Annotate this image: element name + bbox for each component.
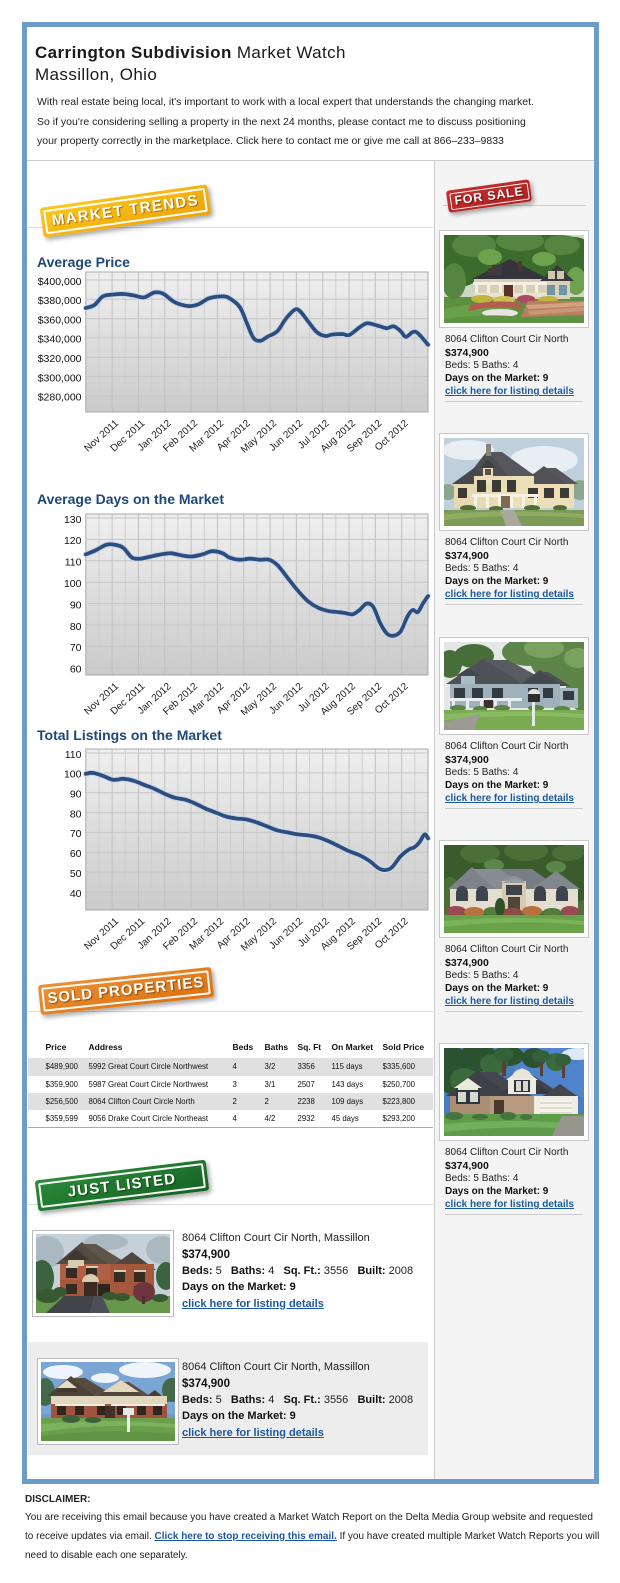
svg-text:$400,000: $400,000 <box>38 276 82 288</box>
svg-text:$360,000: $360,000 <box>38 314 82 326</box>
svg-text:60: 60 <box>70 848 82 860</box>
svg-text:130: 130 <box>64 514 82 526</box>
svg-text:100: 100 <box>64 578 82 590</box>
svg-text:$380,000: $380,000 <box>38 295 82 307</box>
svg-text:90: 90 <box>70 599 82 611</box>
svg-text:100: 100 <box>64 769 82 781</box>
svg-text:$340,000: $340,000 <box>38 334 82 346</box>
svg-text:80: 80 <box>70 808 82 820</box>
svg-text:50: 50 <box>70 868 82 880</box>
svg-text:70: 70 <box>70 828 82 840</box>
svg-text:40: 40 <box>70 888 82 900</box>
svg-text:60: 60 <box>70 664 82 676</box>
svg-text:110: 110 <box>65 557 82 569</box>
svg-text:120: 120 <box>64 535 82 547</box>
svg-text:90: 90 <box>70 789 82 801</box>
svg-text:80: 80 <box>70 621 82 633</box>
svg-text:$300,000: $300,000 <box>38 372 82 384</box>
svg-text:$280,000: $280,000 <box>38 392 82 404</box>
svg-text:$320,000: $320,000 <box>38 353 82 365</box>
svg-text:110: 110 <box>65 749 82 761</box>
svg-text:70: 70 <box>70 642 82 654</box>
